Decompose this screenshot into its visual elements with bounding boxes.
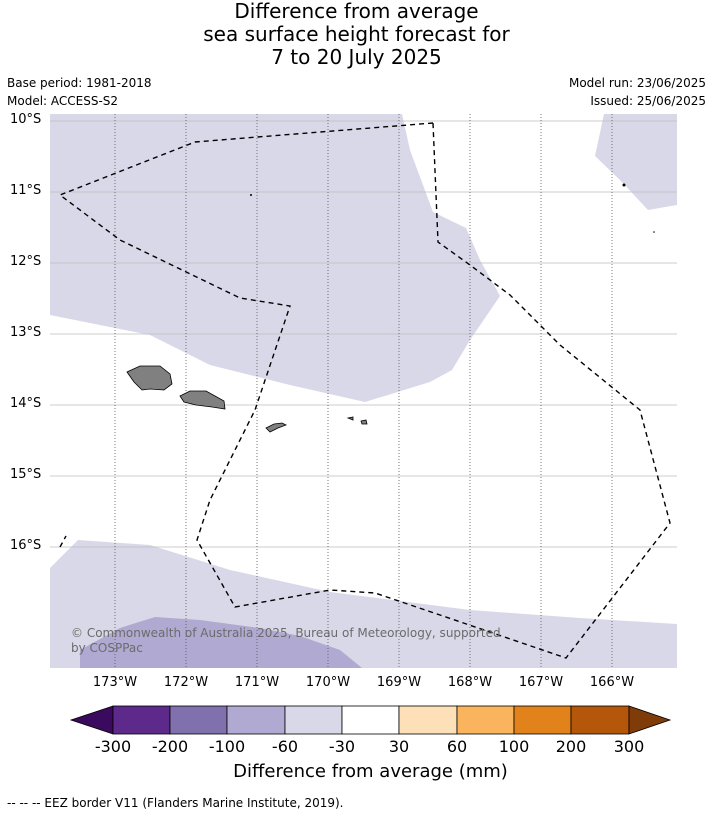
title-line-2: sea surface height forecast for: [203, 22, 510, 46]
colorbar-label-6: 60: [446, 737, 468, 756]
lat-label-15s: 15°S: [10, 467, 42, 482]
colorbar-bin-8: [513, 705, 572, 735]
savaii-island: [126, 365, 173, 391]
small-islet-2: [622, 183, 626, 187]
colorbar-title: Difference from average (mm): [233, 761, 508, 782]
colorbar-extend-high: [628, 705, 672, 735]
lon-label-167w: 167°W: [518, 675, 564, 690]
colorbar-bin-4: [284, 705, 343, 735]
manua-islet-2: [360, 419, 368, 425]
map-title: Difference from average sea surface heig…: [0, 0, 713, 69]
colorbar-label-8: 200: [555, 737, 587, 756]
model-text: Model: ACCESS-S2: [7, 94, 119, 108]
small-islet-3: [653, 231, 655, 233]
colorbar-label-2: -100: [208, 737, 246, 756]
title-line-3: 7 to 20 July 2025: [271, 45, 442, 69]
manua-islet-1: [346, 416, 354, 421]
lon-label-169w: 169°W: [376, 675, 422, 690]
lat-label-14s: 14°S: [10, 396, 42, 411]
small-islet-1: [250, 194, 252, 196]
title-line-1: Difference from average: [234, 0, 479, 23]
colorbar-bin-9: [570, 705, 630, 735]
colorbar-bin-5: [341, 705, 400, 735]
lon-label-172w: 172°W: [163, 675, 209, 690]
colorbar-bin-7: [456, 705, 515, 735]
lat-label-11s: 11°S: [10, 183, 42, 198]
lon-label-171w: 171°W: [234, 675, 280, 690]
anomaly-region-northeast: [595, 114, 677, 210]
meta-left: Base period: 1981-2018 Model: ACCESS-S2: [7, 74, 152, 110]
base-period-text: Base period: 1981-2018: [7, 76, 152, 90]
colorbar-bin-2: [169, 705, 228, 735]
colorbar-label-3: -60: [271, 737, 299, 756]
latitude-gridlines: [50, 120, 677, 548]
anomaly-region-south-darker: [80, 617, 362, 668]
upolu-island: [179, 390, 226, 410]
colorbar-label-9: 300: [613, 737, 645, 756]
lat-label-10s: 10°S: [10, 112, 42, 127]
lon-label-168w: 168°W: [447, 675, 493, 690]
colorbar-label-4: -30: [328, 737, 356, 756]
longitude-gridlines: [114, 114, 613, 668]
lon-label-173w: 173°W: [92, 675, 138, 690]
tutuila-island: [265, 422, 287, 433]
meta-right: Model run: 23/06/2025 Issued: 25/06/2025: [569, 74, 706, 110]
colorbar-label-5: 30: [388, 737, 410, 756]
lat-label-13s: 13°S: [10, 325, 42, 340]
eez-footnote: -- -- -- EEZ border V11 (Flanders Marine…: [7, 796, 344, 810]
colorbar-bin-1: [112, 705, 171, 735]
map-plot-area: [50, 114, 677, 668]
lon-label-170w: 170°W: [305, 675, 351, 690]
colorbar-extend-low: [69, 705, 114, 735]
anomaly-region-north: [50, 114, 500, 402]
colorbar: [69, 705, 672, 735]
colorbar-label-0: -300: [94, 737, 132, 756]
lat-label-12s: 12°S: [10, 254, 42, 269]
copyright-notice: © Commonwealth of Australia 2025, Bureau…: [71, 626, 501, 655]
colorbar-bin-3: [226, 705, 286, 735]
colorbar-label-7: 100: [498, 737, 530, 756]
colorbar-bin-6: [398, 705, 458, 735]
eez-border-fragment: [59, 535, 67, 548]
lat-label-16s: 16°S: [10, 538, 42, 553]
issued-text: Issued: 25/06/2025: [590, 94, 706, 108]
lon-label-166w: 166°W: [589, 675, 635, 690]
model-run-text: Model run: 23/06/2025: [568, 76, 706, 90]
colorbar-label-1: -200: [151, 737, 189, 756]
